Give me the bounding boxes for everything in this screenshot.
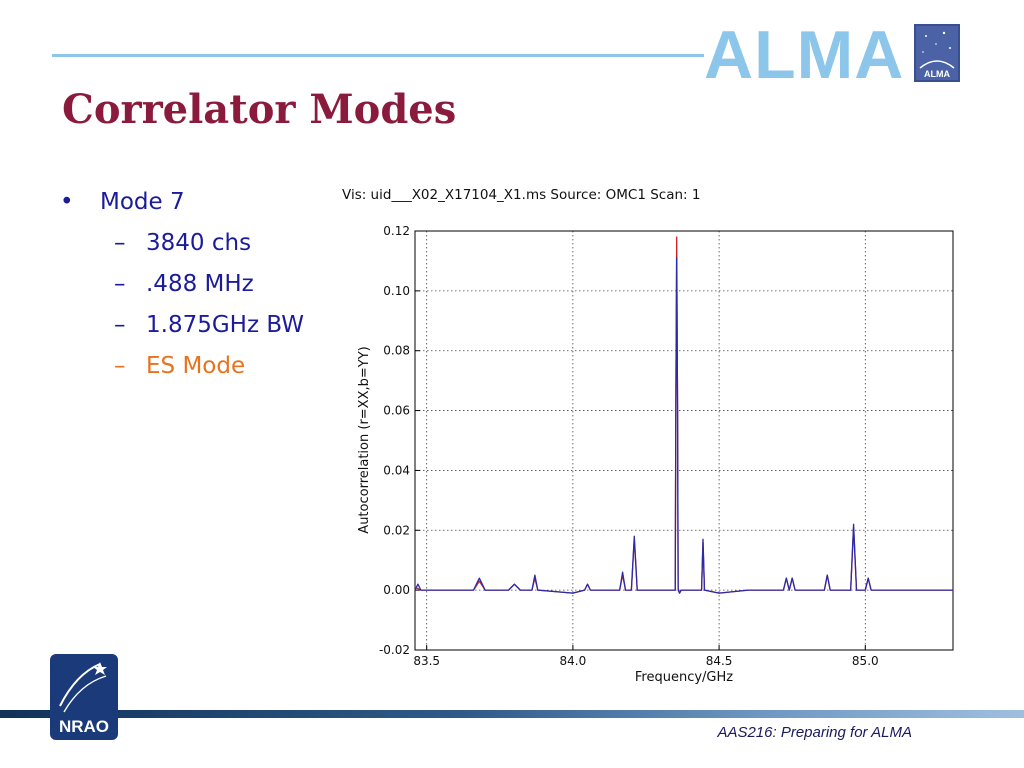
y-tick-label: 0.00 [383,583,410,597]
y-tick-label: 0.08 [383,344,410,358]
alma-brand: ALMA [704,17,905,93]
x-tick-label: 84.0 [560,654,587,668]
bullet-text: Mode 7 [100,189,185,215]
sub-bullet-text: .488 MHz [146,271,254,297]
sub-bullet-item-bandwidth: –1.875GHz BW [114,307,304,343]
header-rule [52,54,704,57]
bullet-item-mode: • Mode 7 [60,184,185,220]
y-axis-label: Autocorrelation (r=XX,b=YY) [357,346,372,533]
x-tick-label: 85.0 [852,654,879,668]
nrao-logo-icon: NRAO [50,654,118,740]
x-tick-label: 83.5 [413,654,440,668]
alma-logo-text: ALMA [924,69,950,79]
y-tick-label: -0.02 [379,643,410,657]
x-axis-label: Frequency/GHz [635,670,733,685]
sub-bullet-marker: – [114,271,126,297]
sub-bullet-text: 1.875GHz BW [146,312,305,338]
sub-bullet-marker: – [114,230,126,256]
nrao-logo-text: NRAO [59,717,109,736]
alma-logo-icon: ALMA [914,24,960,82]
sub-bullet-item-resolution: – .488 MHz [114,266,254,302]
y-tick-label: 0.02 [383,523,410,537]
sub-bullet-text: 3840 chs [146,230,252,256]
plot-frame [414,230,954,651]
sub-bullet-text: ES Mode [146,353,246,379]
footer-band [0,710,1024,718]
chart-title: Vis: uid___X02_X17104_X1.ms Source: OMC1… [342,187,700,203]
footer-caption: AAS216: Preparing for ALMA [717,724,912,741]
y-tick-label: 0.12 [383,224,410,238]
series-line-yy [414,257,953,594]
bullet-marker: • [60,189,74,215]
autocorrelation-chart: Vis: uid___X02_X17104_X1.ms Source: OMC1… [342,187,954,685]
y-tick-label: 0.06 [383,404,410,418]
sub-bullet-marker: – [114,312,126,338]
y-tick-label: 0.10 [383,284,410,298]
page-title: Correlator Modes [62,86,457,133]
sub-bullet-marker: – [114,353,126,379]
series-line-xx [414,236,953,594]
x-tick-label: 84.5 [706,654,733,668]
sub-bullet-item-channels: –3840 chs [114,225,251,261]
sub-bullet-item-es-mode: – ES Mode [114,348,245,384]
y-tick-label: 0.04 [383,463,410,477]
